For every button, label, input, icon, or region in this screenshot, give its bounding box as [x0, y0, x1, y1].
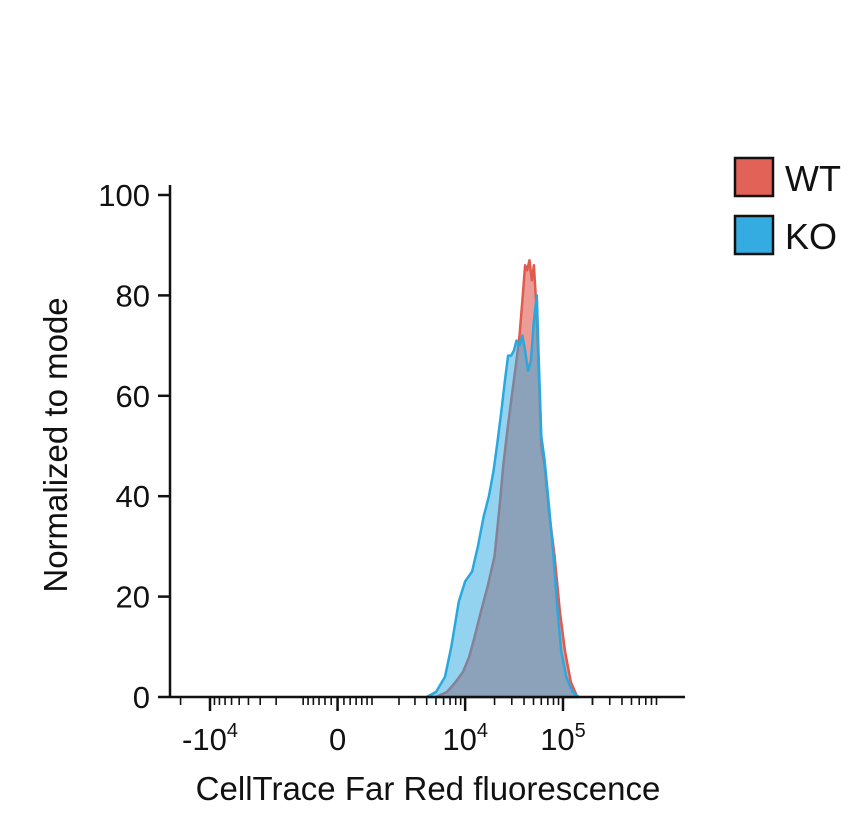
x-tick-label: 104 — [442, 720, 488, 757]
x-axis-title: CellTrace Far Red fluorescence — [196, 770, 661, 807]
y-tick-label: 40 — [116, 479, 150, 514]
x-minor-ticks-group — [179, 697, 658, 705]
x-ticks-group: -104 0 104 105 — [182, 697, 586, 757]
y-tick-label: 20 — [116, 580, 150, 615]
legend-label-wt: WT — [785, 158, 841, 199]
legend-swatch-ko — [733, 214, 775, 256]
y-tick-label: 60 — [116, 379, 150, 414]
plot-series-group — [425, 259, 581, 699]
x-tick-label: 0 — [329, 722, 346, 757]
legend-swatch-wt — [733, 156, 775, 198]
series-area-ko — [425, 294, 581, 699]
y-tick-label: 100 — [98, 178, 150, 213]
y-ticks-group: 0 20 40 60 80 100 — [98, 178, 170, 715]
y-tick-label: 0 — [133, 680, 150, 715]
x-tick-label: 105 — [540, 720, 586, 757]
y-axis-title: Normalized to mode — [37, 297, 74, 592]
x-tick-label: -104 — [182, 720, 238, 757]
y-tick-label: 80 — [116, 278, 150, 313]
legend-label-ko: KO — [785, 216, 837, 257]
axes-group — [168, 185, 685, 699]
legend: WT KO — [733, 156, 841, 257]
